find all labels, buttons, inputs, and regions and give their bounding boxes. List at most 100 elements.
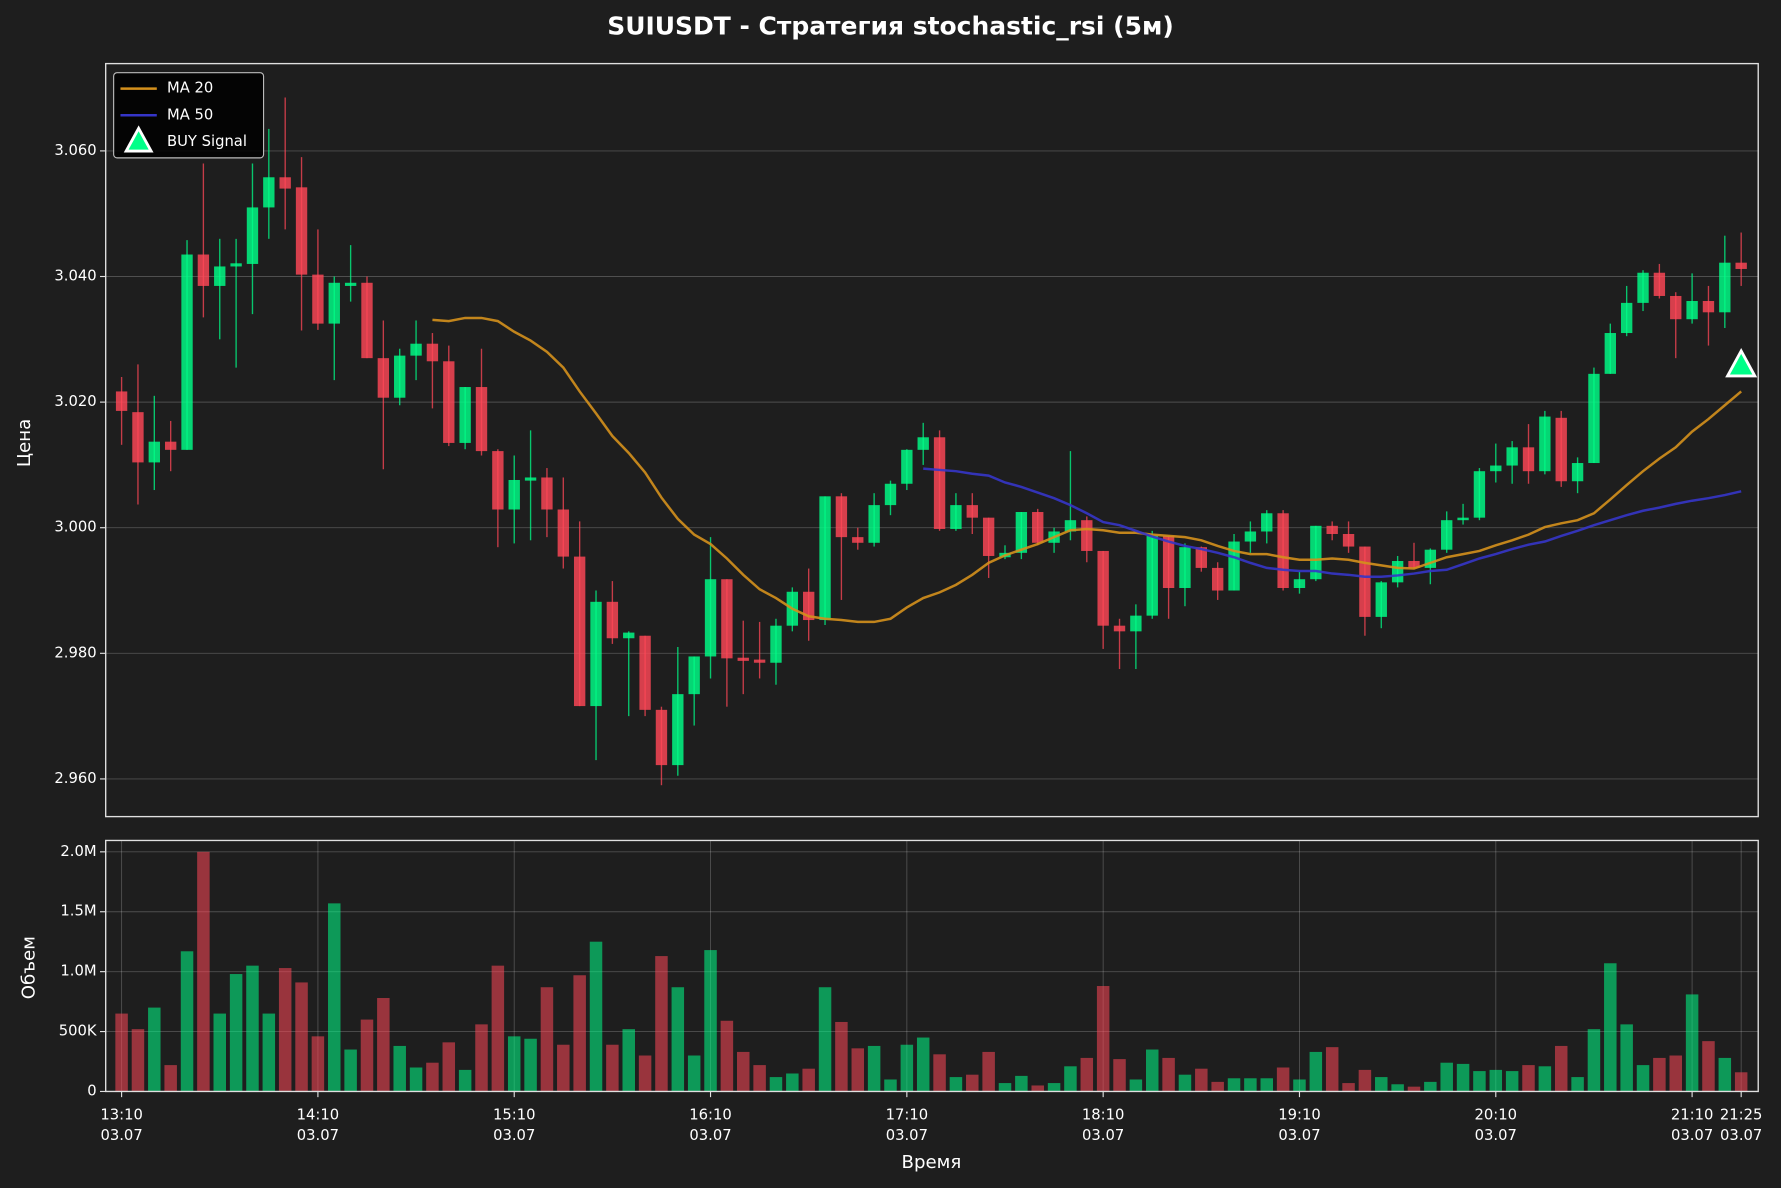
volume-bar [540,987,554,1092]
x-tick-label: 21:10 [1671,1106,1714,1123]
x-tick-label: 03.07 [100,1127,142,1144]
volume-bar [737,1051,750,1092]
candle-body [377,358,390,398]
volume-bar [1145,1049,1159,1092]
x-tick-label: 03.07 [1475,1127,1517,1144]
volume-bar [1244,1078,1257,1092]
candle-body [1359,546,1371,617]
candle-body [115,391,128,411]
candle-body [394,355,406,398]
volume-bar [524,1038,537,1092]
volume-bar [1260,1078,1274,1092]
candle-body [1081,520,1093,551]
candle-body [426,343,439,362]
candle-body [132,412,144,463]
volume-bar [1456,1063,1470,1092]
candle-body [459,387,471,443]
volume-bar [164,1065,177,1092]
volume-bar [131,1029,145,1092]
volume-bar [1325,1047,1339,1092]
candle-body [884,483,897,506]
candle-body [1506,447,1518,466]
x-tick-label: 17:10 [886,1106,929,1123]
axes-frame [105,62,1759,818]
legend-box [113,72,265,159]
legend-label: MA 50 [167,106,213,123]
candle-body [901,449,913,484]
volume-bar [229,974,243,1092]
volume-bar [557,1044,570,1092]
candle-body [1211,567,1224,591]
candle-body [1146,535,1158,616]
volume-bar [1375,1077,1388,1092]
volume-bar [1227,1078,1241,1092]
volume-bar [1276,1067,1290,1092]
candle-body [982,517,995,556]
candle-body [1702,300,1715,313]
candle-body [1113,625,1126,632]
candle-body [753,659,766,663]
volume-bar [1718,1057,1732,1092]
candle-body [672,694,684,766]
volume-bar [1391,1084,1404,1092]
volume-bar [1064,1066,1077,1092]
plot-area [105,63,1759,817]
candle-body [1424,549,1437,568]
candle-body [492,451,504,510]
volume-bar [311,1036,325,1092]
candle-body [279,177,291,189]
y-tick-label: 500K [59,1023,97,1040]
volume-bar [769,1077,783,1092]
volume-bar [1309,1051,1323,1092]
volume-bar [1554,1045,1568,1092]
volume-bar [1636,1065,1650,1092]
candle-body [197,254,210,286]
candle-body [508,479,520,510]
candle-body [1015,512,1028,553]
candle-body [475,387,488,452]
volume-bar [328,903,341,1092]
legend-marker [123,125,154,153]
y-tick-label: 2.0M [60,843,96,860]
y-tick-label: 2.960 [54,770,96,787]
volume-bar [998,1083,1012,1092]
volume-bar [1031,1085,1044,1092]
volume-bar [1587,1029,1601,1092]
buy-signal [1725,347,1758,378]
candle-body [655,709,668,766]
candle-body [1391,561,1404,583]
candle-body [328,282,340,324]
volume-bar [802,1068,815,1092]
candle-body [868,505,880,543]
volume-bar [344,1049,357,1092]
candle-body [1342,533,1355,547]
volume-bar [1571,1077,1584,1092]
candle-body [557,509,569,557]
volume-bar [835,1021,848,1092]
candle-body [1195,547,1207,568]
candle-body [1179,547,1191,589]
axes-frame [105,839,1759,1093]
volume-bar [115,1013,128,1092]
candle-body [1604,333,1616,374]
x-tick-label: 14:10 [297,1106,340,1123]
candle-body [1670,295,1682,320]
candle-body [1375,582,1387,617]
y-tick-label: 3.040 [54,268,96,285]
y-tick-label: 1.0M [60,963,96,980]
candle-body [148,441,160,463]
candle-body [443,361,455,443]
candle-body [933,437,946,529]
volume-bar [687,1055,701,1092]
ma-line [432,316,1742,624]
volume-bar [671,987,685,1092]
volume-bar [589,941,603,1092]
volume-bar [1424,1081,1437,1092]
candle-body [966,505,978,518]
y-axis-label: Объем [19,936,40,999]
x-tick-label: 13:10 [100,1106,143,1123]
candle-body [1326,525,1338,534]
candle-body [541,477,553,510]
volume-bar [1522,1065,1535,1092]
y-tick-label: 3.060 [54,142,96,159]
